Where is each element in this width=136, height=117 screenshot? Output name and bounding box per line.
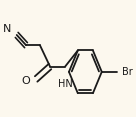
Text: N: N (2, 24, 11, 34)
Text: O: O (21, 76, 30, 86)
Text: HN: HN (58, 79, 72, 89)
Text: Br: Br (122, 67, 133, 77)
